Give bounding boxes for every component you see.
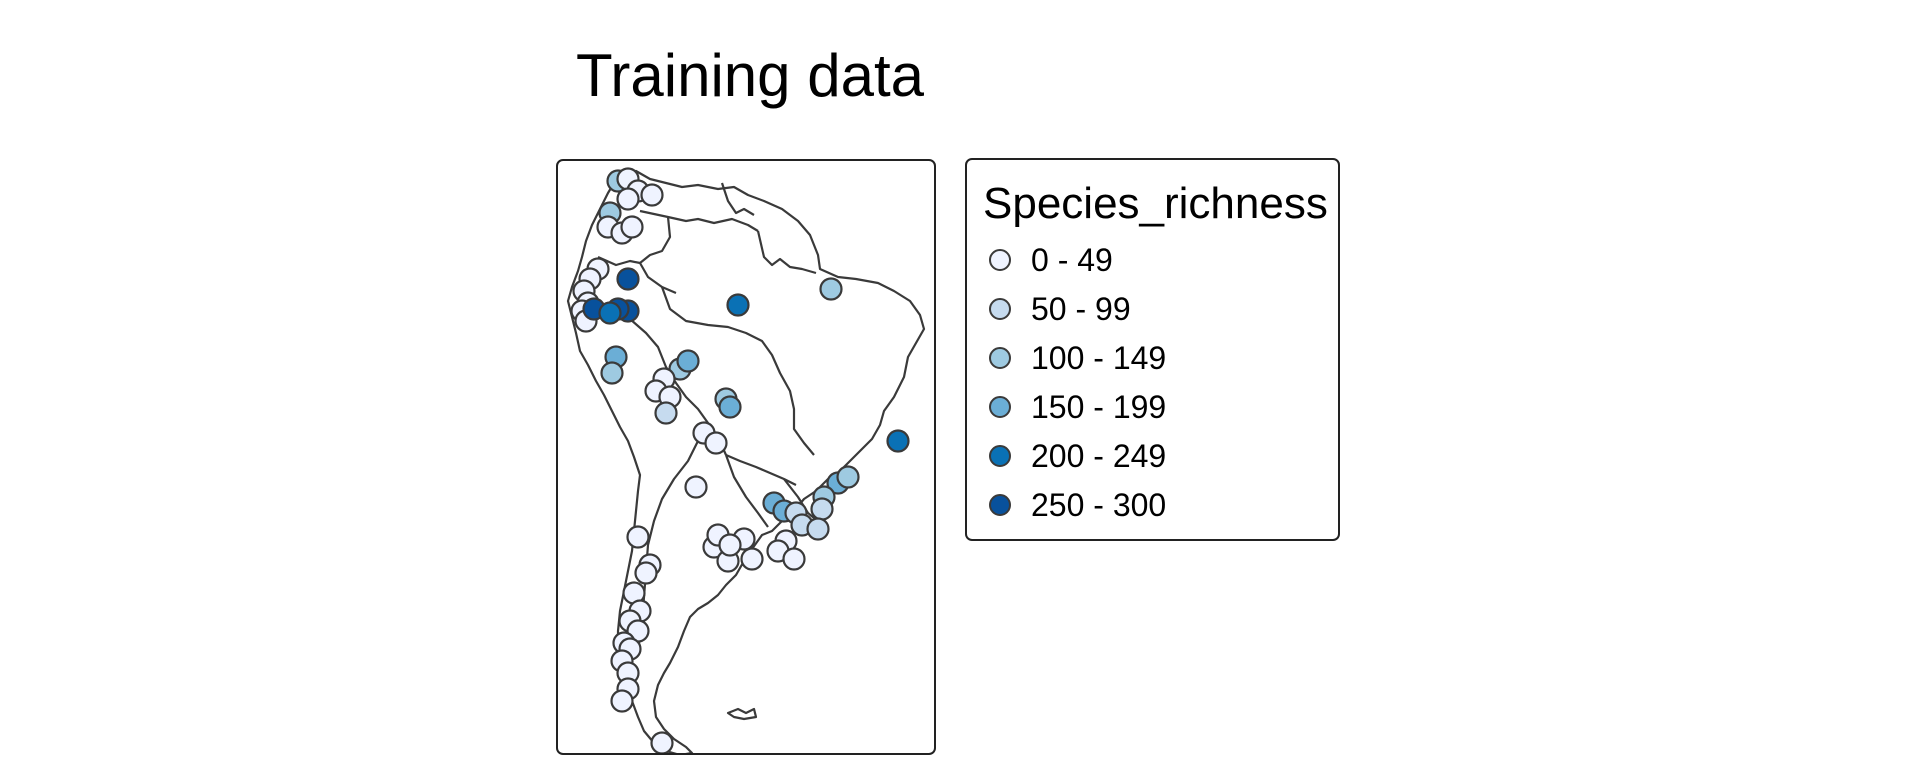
legend-item: 150 - 199 bbox=[989, 387, 1166, 427]
legend-label: 0 - 49 bbox=[1031, 242, 1113, 278]
south-america-outline bbox=[566, 169, 926, 753]
country-border bbox=[639, 216, 672, 264]
sample-point bbox=[626, 525, 650, 549]
sample-point bbox=[836, 465, 860, 489]
sample-point bbox=[726, 293, 750, 317]
sample-point bbox=[616, 267, 640, 291]
falkland-islands bbox=[726, 707, 758, 721]
sample-points bbox=[570, 167, 910, 753]
legend-item: 100 - 149 bbox=[989, 338, 1166, 378]
sample-point bbox=[598, 301, 622, 325]
sample-point bbox=[650, 731, 674, 753]
sample-point bbox=[620, 215, 644, 239]
legend-swatch-icon bbox=[989, 494, 1011, 516]
legend-item: 250 - 300 bbox=[989, 485, 1166, 525]
country-border bbox=[639, 209, 759, 232]
legend-label: 150 - 199 bbox=[1031, 389, 1167, 425]
map-title: Training data bbox=[576, 42, 924, 109]
legend-label: 200 - 249 bbox=[1031, 438, 1167, 474]
legend-item: 0 - 49 bbox=[989, 240, 1113, 280]
sample-point bbox=[740, 547, 764, 571]
legend: Species_richness 0 - 49 50 - 99 100 - 149 1… bbox=[965, 158, 1340, 541]
sample-point bbox=[610, 689, 634, 713]
legend-item: 50 - 99 bbox=[989, 289, 1131, 329]
sample-point bbox=[819, 277, 843, 301]
legend-swatch-icon bbox=[989, 347, 1011, 369]
country-border bbox=[756, 230, 817, 275]
sample-point bbox=[704, 431, 728, 455]
sample-point bbox=[718, 395, 742, 419]
sample-point bbox=[810, 497, 834, 521]
legend-swatch-icon bbox=[989, 396, 1011, 418]
sample-point bbox=[806, 517, 830, 541]
sample-point bbox=[634, 561, 658, 585]
country-border bbox=[724, 454, 769, 528]
legend-label: 50 - 99 bbox=[1031, 291, 1131, 327]
legend-swatch-icon bbox=[989, 445, 1011, 467]
sample-point bbox=[654, 401, 678, 425]
country-border bbox=[660, 286, 815, 456]
country-border bbox=[720, 182, 755, 216]
legend-label: 250 - 300 bbox=[1031, 487, 1167, 523]
map-panel bbox=[556, 159, 936, 755]
sample-point bbox=[676, 349, 700, 373]
sample-point bbox=[684, 475, 708, 499]
legend-swatch-icon bbox=[989, 249, 1011, 271]
sample-point bbox=[782, 547, 806, 571]
legend-item: 200 - 249 bbox=[989, 436, 1166, 476]
sample-point bbox=[886, 429, 910, 453]
continent-outline bbox=[566, 169, 926, 753]
sample-point bbox=[616, 187, 640, 211]
sample-point bbox=[640, 183, 664, 207]
sample-point bbox=[600, 361, 624, 385]
legend-swatch-icon bbox=[989, 298, 1011, 320]
legend-label: 100 - 149 bbox=[1031, 340, 1167, 376]
south-america-map bbox=[566, 167, 926, 753]
legend-title: Species_richness bbox=[983, 179, 1328, 228]
sample-point bbox=[718, 533, 742, 557]
